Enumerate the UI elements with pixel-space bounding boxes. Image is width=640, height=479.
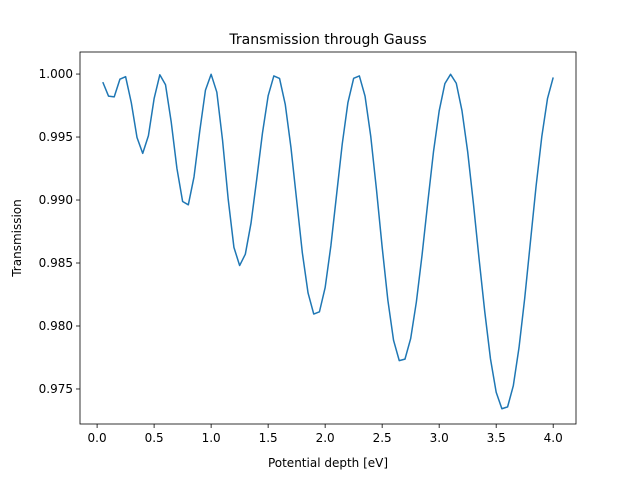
y-tick-label: 0.995 <box>39 130 73 144</box>
plot-frame <box>79 51 577 425</box>
x-tick-label: 4.0 <box>544 431 563 445</box>
y-tick-label: 0.985 <box>39 256 73 270</box>
chart-title: Transmission through Gauss <box>228 32 426 48</box>
x-tick-label: 3.5 <box>487 431 506 445</box>
x-tick-label: 2.5 <box>373 431 392 445</box>
x-tick-label: 2.0 <box>316 431 335 445</box>
data-line <box>102 73 554 410</box>
x-tick-label: 0.5 <box>145 431 164 445</box>
y-tick-label: 0.990 <box>39 193 73 207</box>
y-axis-label: Transmission <box>10 199 24 278</box>
y-tick-label: 0.975 <box>39 382 73 396</box>
y-tick-label: 0.980 <box>39 319 73 333</box>
x-axis-label: Potential depth [eV] <box>268 456 388 470</box>
x-tick-label: 1.5 <box>259 431 278 445</box>
x-tick-label: 1.0 <box>202 431 221 445</box>
x-tick-label: 3.0 <box>430 431 449 445</box>
y-tick-label: 1.000 <box>39 67 73 81</box>
x-tick-label: 0.0 <box>88 431 107 445</box>
